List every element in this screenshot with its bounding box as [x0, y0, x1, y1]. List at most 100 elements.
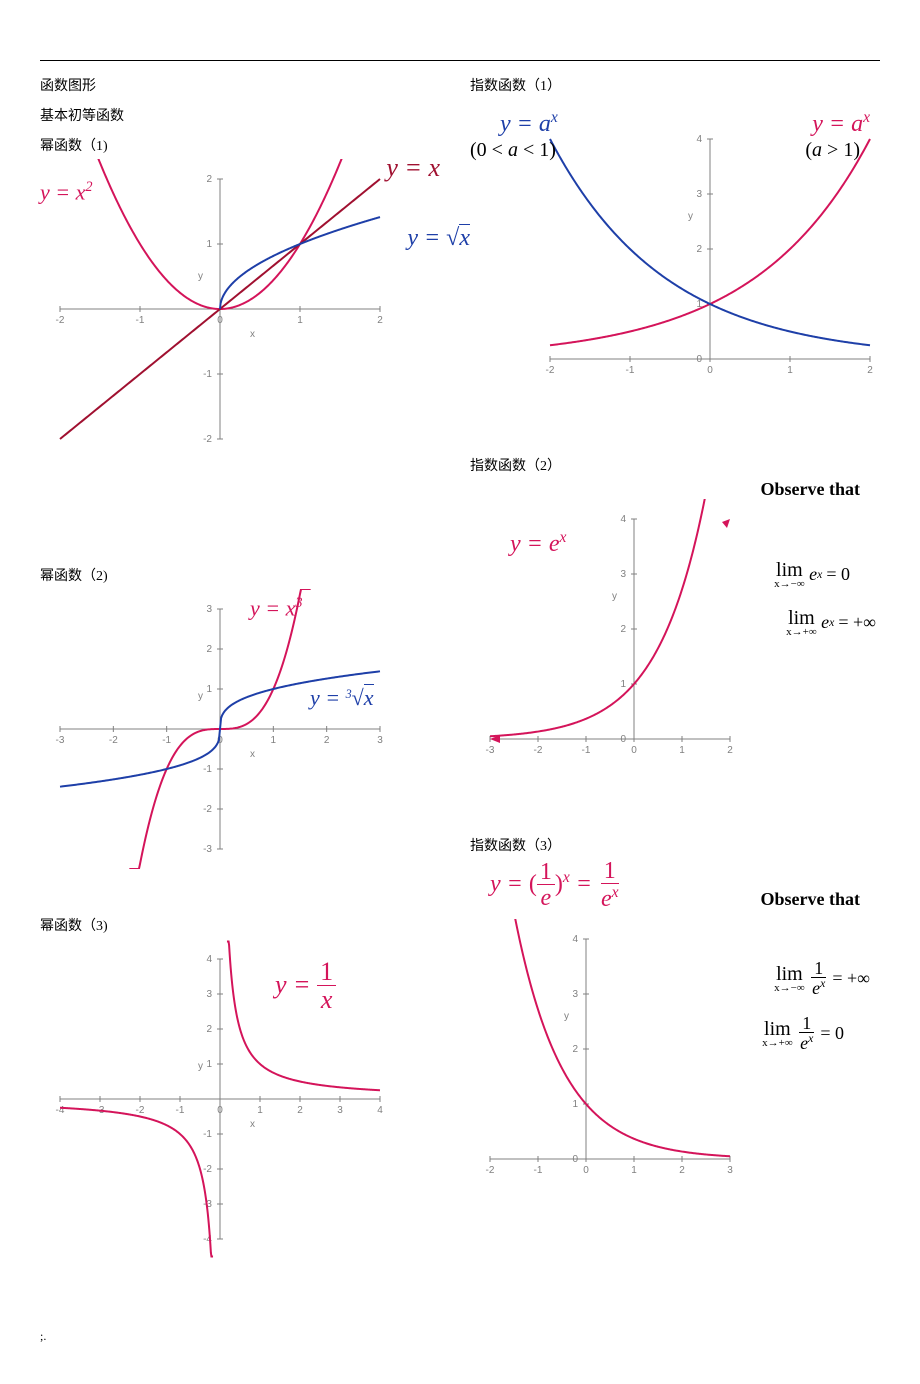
svg-text:2: 2	[206, 174, 212, 185]
eq-x-label: y = x	[386, 153, 440, 183]
eq-ax-red: y = ax	[812, 109, 870, 138]
svg-text:2: 2	[727, 745, 733, 756]
svg-text:-1: -1	[203, 764, 212, 775]
svg-text:-2: -2	[486, 1165, 495, 1176]
svg-text:-1: -1	[162, 735, 171, 746]
chart-pow1: -2-1012-2-112xy y = x2 y = x y = √x	[40, 159, 450, 479]
chart-exp1: -2-101201234xy y = ax (0 < a < 1) y = ax…	[470, 99, 880, 379]
svg-text:-1: -1	[534, 1165, 543, 1176]
svg-text:1: 1	[620, 679, 626, 690]
eq-x3-label: y = x3	[250, 595, 303, 621]
svg-text:1: 1	[206, 239, 212, 250]
eq-x2-label: y = x2	[40, 179, 93, 205]
chart-pow2: -3-2-10123-3-2-1123xy y = x3 y = 3√x	[40, 589, 450, 889]
heading-pow3: 幂函数（3)	[40, 915, 450, 935]
svg-text:-2: -2	[546, 365, 555, 376]
svg-text:3: 3	[206, 604, 212, 615]
svg-text:-2: -2	[136, 1105, 145, 1116]
lim-exp2-1: lim x→−∞ ex = 0	[774, 559, 850, 590]
svg-text:-2: -2	[534, 745, 543, 756]
svg-text:2: 2	[620, 624, 626, 635]
heading-pow1: 幂函数（1)	[40, 135, 450, 155]
svg-text:1: 1	[572, 1099, 578, 1110]
svg-text:x: x	[250, 749, 255, 760]
cond-red: (a > 1)	[805, 139, 860, 162]
svg-text:-4: -4	[56, 1105, 65, 1116]
svg-text:2: 2	[206, 1024, 212, 1035]
chart-exp3: -2-1012301234xy y = (1e)x = 1ex Observe …	[470, 859, 880, 1179]
svg-text:-2: -2	[109, 735, 118, 746]
svg-text:4: 4	[377, 1105, 383, 1116]
svg-text:4: 4	[620, 514, 626, 525]
heading-exp3: 指数函数（3）	[470, 835, 880, 855]
svg-text:y: y	[612, 591, 617, 602]
svg-text:y: y	[688, 211, 693, 222]
svg-text:-3: -3	[56, 735, 65, 746]
footer-mark: ;.	[40, 1329, 880, 1344]
svg-text:1: 1	[271, 735, 277, 746]
svg-text:-2: -2	[203, 804, 212, 815]
svg-text:3: 3	[727, 1165, 733, 1176]
eq-sqrt-label: y = √x	[407, 225, 470, 252]
svg-text:-2: -2	[203, 1164, 212, 1175]
heading-exp2: 指数函数（2）	[470, 455, 880, 475]
heading-pow2: 幂函数（2)	[40, 565, 450, 585]
chart-pow1-svg: -2 -1 0 1 2 -2 -1 1 2 x y	[40, 159, 400, 459]
chart-pow3-svg: -4-3-2-101234-4-3-2-11234xy	[40, 939, 400, 1259]
svg-text:-1: -1	[176, 1105, 185, 1116]
observe-1: Observe that	[761, 479, 860, 500]
svg-text:3: 3	[206, 989, 212, 1000]
heading-main2: 基本初等函数	[40, 105, 450, 125]
svg-text:x: x	[250, 1119, 255, 1130]
svg-text:2: 2	[297, 1105, 303, 1116]
svg-text:y: y	[198, 271, 203, 282]
svg-text:3: 3	[620, 569, 626, 580]
svg-text:1: 1	[206, 1059, 212, 1070]
observe-2: Observe that	[761, 889, 860, 910]
svg-text:-2: -2	[203, 434, 212, 445]
eq-1overx-label: y = 1x	[275, 959, 336, 1015]
svg-text:2: 2	[206, 644, 212, 655]
svg-text:y: y	[198, 1061, 203, 1072]
svg-text:0: 0	[696, 354, 702, 365]
svg-text:-1: -1	[136, 315, 145, 326]
heading-exp1: 指数函数（1）	[470, 75, 880, 95]
svg-text:-1: -1	[203, 369, 212, 380]
chart-pow2-svg: -3-2-10123-3-2-1123xy	[40, 589, 400, 869]
svg-text:3: 3	[377, 735, 383, 746]
svg-text:0: 0	[631, 745, 637, 756]
chart-exp2: -3-2-101201234xy Observe that y = ex lim…	[470, 479, 880, 779]
chart-pow3: -4-3-2-101234-4-3-2-11234xy y = 1x	[40, 939, 450, 1279]
svg-text:-1: -1	[582, 745, 591, 756]
svg-text:2: 2	[377, 315, 383, 326]
svg-text:y: y	[198, 691, 203, 702]
svg-text:-1: -1	[203, 1129, 212, 1140]
eq-ex-label: y = ex	[510, 529, 566, 558]
svg-text:2: 2	[572, 1044, 578, 1055]
eq-cbrt-label: y = 3√x	[310, 685, 374, 711]
lim-exp2-2: lim x→+∞ ex = +∞	[786, 607, 876, 638]
svg-text:-3: -3	[486, 745, 495, 756]
svg-text:2: 2	[679, 1165, 685, 1176]
svg-text:-2: -2	[56, 315, 65, 326]
svg-text:x: x	[250, 329, 255, 340]
svg-text:1: 1	[787, 365, 793, 376]
right-column: 指数函数（1） -2-101201234xy y = ax (0 < a < 1…	[470, 69, 880, 1299]
svg-text:0: 0	[217, 315, 223, 326]
svg-text:0: 0	[583, 1165, 589, 1176]
svg-text:1: 1	[297, 315, 303, 326]
eq-emx-label: y = (1e)x = 1ex	[490, 859, 622, 912]
svg-text:4: 4	[206, 954, 212, 965]
svg-text:0: 0	[572, 1154, 578, 1165]
svg-text:2: 2	[867, 365, 873, 376]
svg-text:3: 3	[572, 989, 578, 1000]
svg-text:4: 4	[696, 134, 702, 145]
left-column: 函数图形 基本初等函数 幂函数（1) -2-1012-2-112xy y = x…	[40, 69, 450, 1299]
svg-text:0: 0	[707, 365, 713, 376]
lim-exp3-2: lim x→+∞ 1ex = 0	[762, 1014, 844, 1054]
lim-exp3-1: lim x→−∞ 1ex = +∞	[774, 959, 870, 999]
svg-text:-1: -1	[626, 365, 635, 376]
chart-exp3-svg: -2-1012301234xy	[470, 919, 750, 1179]
svg-text:4: 4	[572, 934, 578, 945]
svg-text:2: 2	[696, 244, 702, 255]
